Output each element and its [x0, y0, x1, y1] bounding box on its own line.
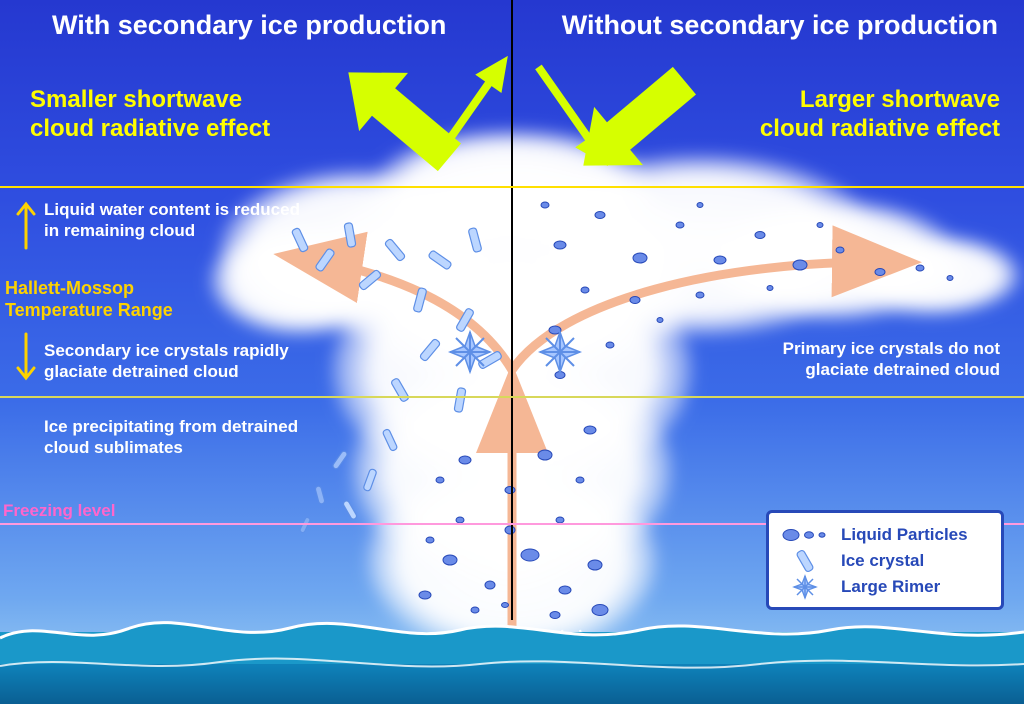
legend: Liquid Particles Ice crystal Large Rimer	[766, 510, 1004, 610]
annot-freezing: Freezing level	[3, 501, 115, 521]
annot-hm-range: Hallett-Mossop Temperature Range	[5, 278, 173, 321]
subtitle-right: Larger shortwave cloud radiative effect	[760, 86, 1000, 144]
subtitle-right-text: Larger shortwave cloud radiative effect	[760, 86, 1000, 142]
annot-secondary-ice: Secondary ice crystals rapidly glaciate …	[44, 340, 289, 383]
ice-crystal-icon	[779, 549, 831, 573]
legend-rimer-label: Large Rimer	[841, 577, 940, 597]
annot-primary-ice: Primary ice crystals do not glaciate det…	[783, 338, 1000, 381]
annot-precip-sublimate: Ice precipitating from detrained cloud s…	[44, 416, 298, 459]
liquid-particle-icon	[779, 523, 831, 547]
title-right: Without secondary ice production	[562, 10, 998, 41]
legend-row-liquid: Liquid Particles	[779, 523, 991, 547]
hm-down-arrow-icon	[14, 332, 38, 382]
annot-lwc: Liquid water content is reduced in remai…	[44, 199, 300, 242]
legend-row-rimer: Large Rimer	[779, 575, 991, 599]
subtitle-left-text: Smaller shortwave cloud radiative effect	[30, 86, 270, 142]
legend-liquid-label: Liquid Particles	[841, 525, 968, 545]
legend-row-ice: Ice crystal	[779, 549, 991, 573]
hm-up-arrow-icon	[14, 200, 38, 250]
legend-ice-label: Ice crystal	[841, 551, 924, 571]
large-rimer-icon	[779, 575, 831, 599]
title-left: With secondary ice production	[52, 10, 446, 41]
subtitle-left: Smaller shortwave cloud radiative effect	[30, 86, 270, 144]
